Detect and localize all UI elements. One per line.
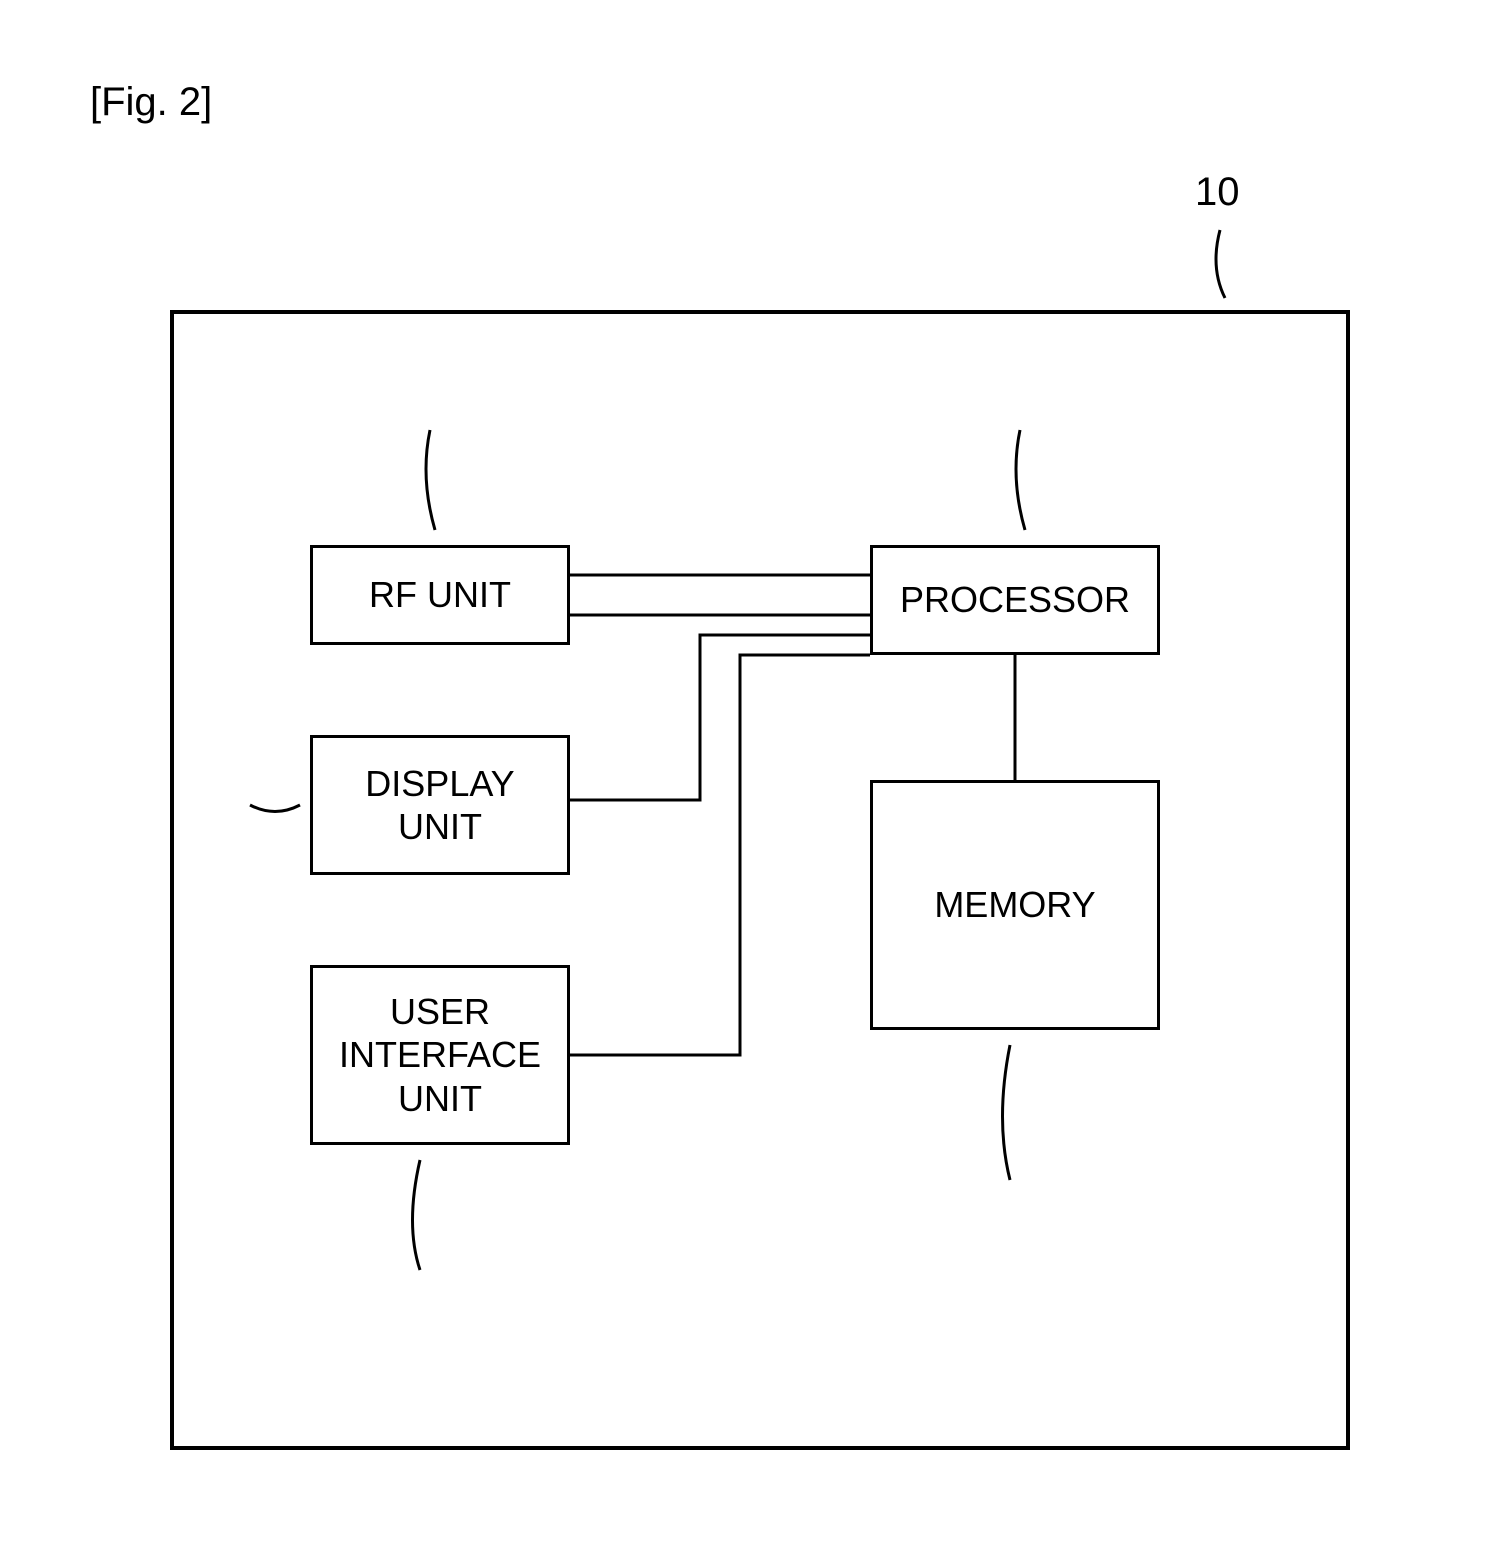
user-interface-unit-block: USER INTERFACE UNIT xyxy=(310,965,570,1145)
processor-block: PROCESSOR xyxy=(870,545,1160,655)
leader-10 xyxy=(1216,230,1225,298)
display-unit-block: DISPLAY UNIT xyxy=(310,735,570,875)
ref-10: 10 xyxy=(1195,170,1240,215)
rf-unit-block: RF UNIT xyxy=(310,545,570,645)
memory-block: MEMORY xyxy=(870,780,1160,1030)
outer-container xyxy=(170,310,1350,1450)
figure-label: [Fig. 2] xyxy=(90,80,212,125)
